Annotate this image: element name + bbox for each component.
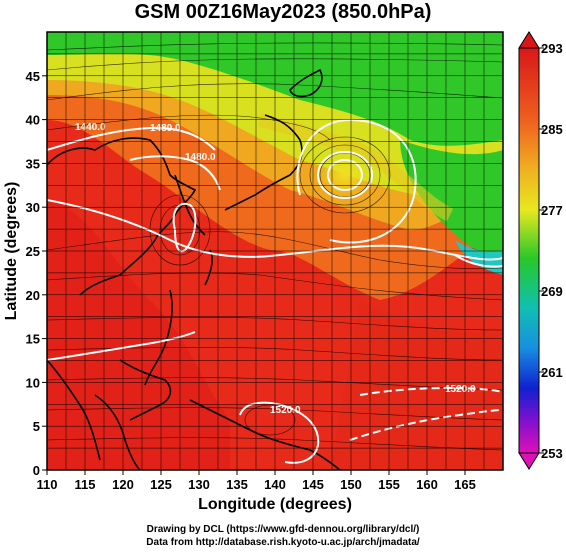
x-tick-label: 160 [416,477,438,492]
y-tick-label: 0 [33,463,40,478]
y-tick-label: 15 [26,332,40,347]
x-axis: 110 115 120 125 130 135 140 145 150 155 160 165 [37,470,476,492]
height-contours [47,118,503,464]
y-tick-label: 5 [33,419,40,434]
graticule [46,31,504,471]
credits-line-2: Data from http://database.rish.kyoto-u.a… [146,537,420,548]
y-tick-label: 25 [26,244,40,259]
credits-line-1: Drawing by DCL (https://www.gfd-dennou.o… [146,524,420,535]
colorbar-tick-label: 293 [541,41,563,56]
colorbar-tick-label: 253 [541,446,563,461]
colorbar-tick-label: 261 [541,365,563,380]
map-title: GSM 00Z16May2023 (850.0hPa) [134,1,432,23]
x-tick-label: 155 [378,477,400,492]
y-axis: 0 5 10 15 20 25 30 35 40 45 [26,69,47,478]
y-axis-title: Latitude (degrees) [3,182,20,321]
colorbar-scale [518,47,540,454]
x-tick-label: 120 [112,477,134,492]
x-tick-label: 150 [340,477,362,492]
colorbar-tick-label: 277 [541,203,563,218]
x-tick-label: 115 [75,477,96,492]
x-tick-label: 130 [188,477,210,492]
y-tick-label: 35 [26,156,40,171]
y-tick-label: 20 [26,288,40,303]
y-tick-label: 10 [26,375,40,390]
y-tick-label: 40 [26,113,40,128]
y-tick-label: 30 [26,200,40,215]
x-tick-label: 165 [454,477,476,492]
contour-label: 1520.0 [270,405,301,416]
x-tick-label: 135 [226,477,248,492]
y-tick-label: 45 [26,69,40,84]
wind-streamlines [47,42,503,451]
credits: Drawing by DCL (https://www.gfd-dennou.o… [0,523,566,549]
x-axis-title: Longitude (degrees) [198,496,352,513]
contour-label: 1440.0 [75,122,106,133]
colorbar-min-arrow [518,452,540,470]
colorbar-max-arrow [518,31,540,49]
colorbar-tick-label: 285 [541,122,563,137]
colorbar: 293 285 277 269 261 253 [518,31,563,470]
colorbar-tick-label: 269 [541,284,563,299]
x-tick-label: 140 [264,477,286,492]
contour-label: 1480.0 [150,123,181,134]
x-tick-label: 110 [37,477,58,492]
contour-label: 1480.0 [185,152,216,163]
contour-label: 1520.0 [445,384,476,395]
x-tick-label: 145 [302,477,324,492]
x-tick-label: 125 [150,477,172,492]
contour-labels: 1440.0 1480.0 1480.0 1520.0 1520.0 [75,122,476,416]
